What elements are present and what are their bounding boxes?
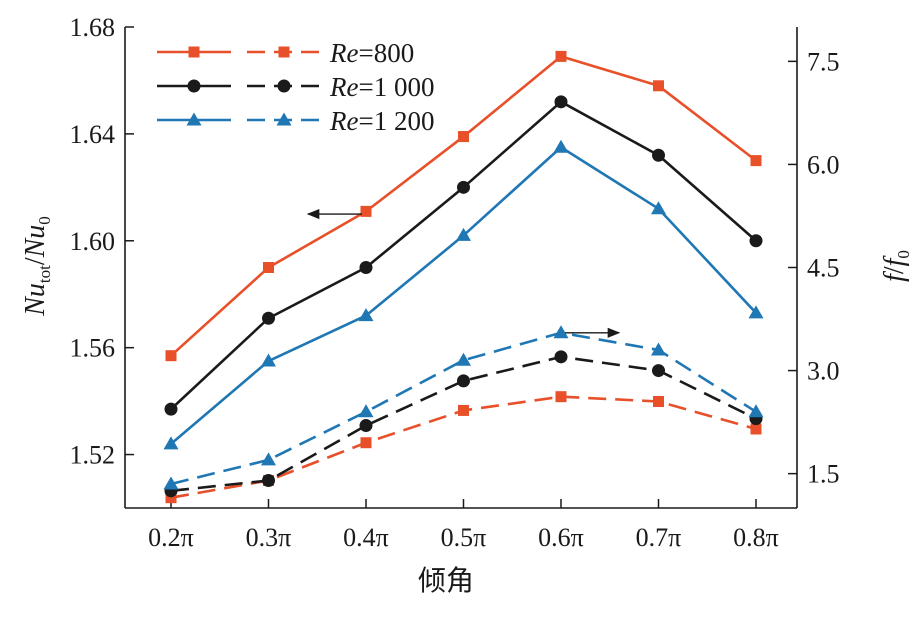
legend-marker bbox=[187, 79, 201, 93]
plot-frame bbox=[124, 27, 798, 509]
x-tick-label: 0.8π bbox=[733, 523, 779, 552]
x-tick-label: 0.2π bbox=[148, 523, 194, 552]
data-point bbox=[262, 474, 275, 488]
right-tick-label: 1.5 bbox=[807, 460, 840, 489]
data-point bbox=[165, 492, 177, 504]
legend-label: Re=1 200 bbox=[329, 106, 434, 136]
data-point bbox=[359, 419, 373, 433]
data-point bbox=[555, 391, 567, 403]
x-tick-label: 0.6π bbox=[538, 523, 584, 552]
legend-marker bbox=[278, 46, 290, 58]
data-point bbox=[653, 395, 664, 407]
series-group bbox=[163, 50, 764, 504]
data-point bbox=[456, 227, 471, 241]
x-axis: 0.2π 0.3π 0.4π 0.5π 0.6π 0.7π 0.8π bbox=[148, 499, 779, 552]
data-point bbox=[653, 80, 664, 92]
series-line bbox=[170, 55, 757, 357]
data-point bbox=[553, 139, 569, 153]
data-point bbox=[554, 350, 568, 364]
right-axis: 1.5 3.0 4.5 6.0 7.5 bbox=[788, 47, 840, 489]
data-point bbox=[263, 262, 274, 273]
data-point bbox=[652, 364, 665, 378]
left-tick-label: 1.52 bbox=[70, 441, 116, 470]
legend: Re=800 Re=1 000 Re=1 200 bbox=[157, 38, 434, 136]
right-axis-title: f/f0 bbox=[879, 250, 913, 282]
data-point bbox=[261, 353, 276, 367]
left-axis-title: Nutot/Nu0 bbox=[20, 216, 54, 317]
data-point bbox=[748, 305, 764, 319]
x-axis-title: 倾角 bbox=[418, 565, 474, 597]
right-tick-label: 6.0 bbox=[807, 150, 840, 179]
data-point bbox=[262, 311, 275, 325]
data-point bbox=[554, 95, 568, 109]
data-point bbox=[359, 261, 373, 274]
data-point bbox=[456, 352, 471, 366]
data-point bbox=[651, 201, 666, 215]
data-point bbox=[553, 325, 569, 339]
data-point bbox=[358, 308, 374, 322]
right-tick-label: 7.5 bbox=[807, 47, 840, 76]
left-axis: 1.52 1.56 1.60 1.64 1.68 bbox=[70, 13, 134, 470]
x-tick-label: 0.5π bbox=[441, 523, 487, 552]
data-point bbox=[360, 437, 372, 449]
x-tick-label: 0.3π bbox=[246, 523, 292, 552]
legend-marker bbox=[188, 46, 200, 58]
data-point bbox=[358, 404, 374, 418]
data-point bbox=[165, 350, 177, 362]
data-point bbox=[261, 452, 276, 466]
annotations bbox=[306, 209, 621, 338]
legend-marker bbox=[186, 112, 202, 126]
data-point bbox=[555, 50, 567, 62]
legend-marker bbox=[277, 79, 291, 93]
left-tick-label: 1.64 bbox=[70, 120, 116, 149]
x-tick-label: 0.4π bbox=[343, 523, 389, 552]
data-point bbox=[457, 374, 470, 388]
legend-label: Re=800 bbox=[329, 38, 414, 68]
data-point bbox=[651, 342, 666, 356]
data-point bbox=[163, 476, 179, 490]
left-tick-label: 1.60 bbox=[70, 227, 116, 256]
right-tick-label: 3.0 bbox=[807, 357, 840, 386]
data-point bbox=[749, 234, 763, 248]
data-point bbox=[360, 205, 372, 217]
x-tick-label: 0.7π bbox=[636, 523, 682, 552]
right-tick-label: 4.5 bbox=[807, 254, 840, 283]
data-point bbox=[164, 402, 178, 416]
data-point bbox=[163, 436, 179, 450]
data-point bbox=[750, 155, 762, 167]
data-point bbox=[457, 180, 470, 194]
data-point bbox=[458, 404, 469, 416]
data-point bbox=[458, 131, 469, 143]
data-point bbox=[750, 423, 762, 435]
data-point bbox=[748, 404, 764, 418]
left-tick-label: 1.56 bbox=[70, 334, 116, 363]
left-tick-label: 1.68 bbox=[70, 13, 116, 42]
data-point bbox=[652, 148, 665, 162]
legend-marker bbox=[276, 112, 292, 126]
legend-label: Re=1 000 bbox=[329, 72, 434, 102]
